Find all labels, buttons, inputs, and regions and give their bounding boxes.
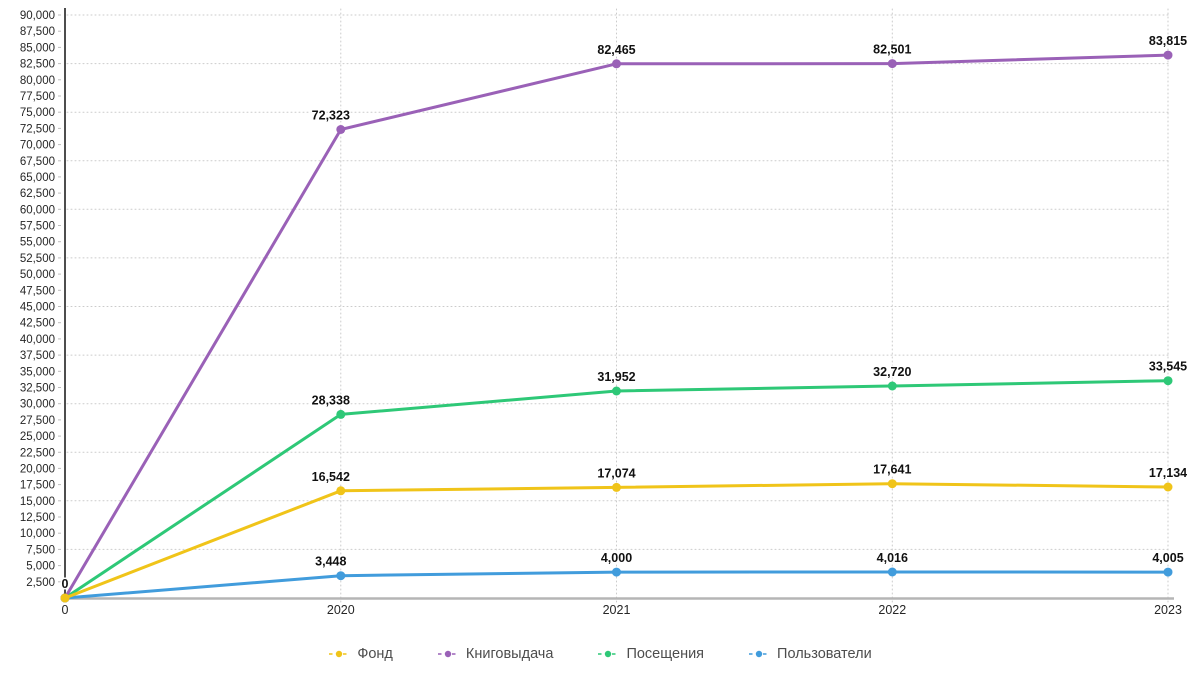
data-point-knigovydacha[interactable]	[887, 59, 897, 69]
y-axis-tick-label: 52,500	[20, 253, 55, 265]
y-axis-tick-label: 17,500	[20, 480, 55, 492]
y-axis-tick-label: 27,500	[20, 415, 55, 427]
legend-label-knigovydacha: Книговыдача	[465, 646, 554, 662]
data-label-knigovydacha: 72,323	[312, 109, 350, 123]
legend-marker-icon	[749, 650, 770, 658]
y-axis-tick-label: 60,000	[20, 204, 55, 216]
y-axis-tick-label: 32,500	[20, 383, 55, 395]
legend-item-poseshcheniya[interactable]: Посещения	[597, 646, 704, 662]
chart-legend: Фонд Книговыдача Посещения Пользователи	[0, 646, 1200, 662]
data-point-poseshcheniya[interactable]	[1163, 376, 1173, 386]
y-axis-tick-label: 2,500	[26, 577, 55, 589]
x-axis-tick-label: 2021	[603, 603, 631, 617]
data-label-knigovydacha: 82,501	[873, 43, 911, 57]
y-axis-tick-label: 72,500	[20, 123, 55, 135]
y-axis-tick-label: 40,000	[20, 334, 55, 346]
y-axis-tick-label: 80,000	[20, 75, 55, 87]
legend-label-poseshcheniya: Посещения	[626, 646, 705, 662]
x-axis-tick-label: 2020	[327, 603, 355, 617]
data-point-poseshcheniya[interactable]	[887, 381, 897, 391]
y-axis-tick-label: 22,500	[20, 447, 55, 459]
y-axis-tick-label: 70,000	[20, 140, 55, 152]
x-axis-tick-label: 2023	[1154, 603, 1182, 617]
y-axis-tick-label: 47,500	[20, 285, 55, 297]
chart-canvas: 2,500 5,000 7,500 10,000 12,500 15,000 17,500 2…	[20, 8, 1189, 617]
legend-marker-icon	[598, 650, 619, 658]
chart-plot-area: 2,500 5,000 7,500 10,000 12,500 15,000 17,500 2…	[20, 8, 1189, 617]
y-axis-tick-label: 25,000	[20, 431, 55, 443]
data-point-fond[interactable]	[887, 479, 897, 489]
data-point-knigovydacha[interactable]	[612, 59, 621, 69]
data-label-polzovateli: 0	[62, 577, 69, 591]
data-label-poseshcheniya: 32,720	[873, 365, 911, 379]
y-axis-tick-label: 82,500	[20, 59, 55, 71]
y-axis-tick-label: 42,500	[20, 318, 55, 330]
y-axis-tick-label: 75,000	[20, 107, 55, 119]
y-axis-tick-label: 5,000	[26, 561, 55, 573]
y-axis-tick-label: 77,500	[20, 91, 55, 103]
data-point-polzovateli[interactable]	[612, 567, 621, 577]
data-point-polzovateli[interactable]	[1163, 567, 1173, 577]
data-point-knigovydacha[interactable]	[336, 125, 346, 134]
y-axis-tick-label: 12,500	[20, 512, 55, 524]
y-axis-tick-label: 45,000	[20, 302, 55, 314]
y-axis-tick-label: 7,500	[26, 544, 55, 556]
data-point-poseshcheniya[interactable]	[336, 409, 346, 419]
data-point-polzovateli[interactable]	[887, 567, 897, 577]
data-label-knigovydacha: 83,815	[1149, 34, 1187, 48]
legend-marker-icon	[437, 650, 458, 658]
y-axis-tick-label: 37,500	[20, 350, 55, 362]
legend-item-knigovydacha[interactable]: Книговыдача	[437, 646, 554, 662]
data-label-polzovateli: 4,016	[877, 551, 908, 565]
legend-item-fond[interactable]: Фонд	[328, 646, 393, 662]
data-label-poseshcheniya: 0	[62, 577, 69, 591]
data-label-fond: 17,641	[873, 463, 911, 477]
y-axis-tick-label: 90,000	[20, 10, 55, 22]
x-axis-tick-label: 0	[62, 603, 69, 617]
data-label-knigovydacha: 0	[62, 577, 69, 591]
y-axis-tick-label: 67,500	[20, 156, 55, 168]
data-label-poseshcheniya: 28,338	[312, 393, 350, 407]
y-axis-tick-label: 50,000	[20, 269, 55, 281]
data-point-fond[interactable]	[612, 482, 621, 492]
data-label-fond: 0	[62, 577, 69, 591]
data-label-knigovydacha: 82,465	[597, 43, 635, 57]
data-label-fond: 17,134	[1149, 466, 1187, 480]
data-label-poseshcheniya: 31,952	[597, 370, 635, 384]
y-axis-tick-label: 62,500	[20, 188, 55, 200]
data-point-poseshcheniya[interactable]	[612, 386, 621, 396]
data-point-fond[interactable]	[336, 486, 346, 496]
y-axis-tick-label: 55,000	[20, 237, 55, 249]
y-axis-tick-label: 65,000	[20, 172, 55, 184]
data-label-polzovateli: 4,000	[601, 551, 632, 565]
data-point-polzovateli[interactable]	[336, 571, 346, 581]
y-axis-tick-label: 35,000	[20, 366, 55, 378]
data-point-fond[interactable]	[1163, 482, 1173, 492]
data-label-fond: 16,542	[312, 470, 350, 484]
data-label-polzovateli: 4,005	[1152, 551, 1183, 565]
data-point-knigovydacha[interactable]	[1163, 50, 1173, 60]
legend-item-polzovateli[interactable]: Пользователи	[748, 646, 872, 662]
y-axis-tick-label: 85,000	[20, 42, 55, 54]
y-axis-tick-label: 57,500	[20, 221, 55, 233]
y-axis-tick-label: 10,000	[20, 528, 55, 540]
y-axis-tick-label: 20,000	[20, 463, 55, 475]
y-axis-tick-label: 30,000	[20, 399, 55, 411]
x-axis-tick-label: 2022	[878, 603, 906, 617]
legend-label-polzovateli: Пользователи	[777, 646, 872, 662]
data-point-fond[interactable]	[60, 593, 70, 603]
legend-marker-icon	[329, 650, 350, 658]
data-label-fond: 17,074	[597, 466, 635, 480]
legend-label-fond: Фонд	[357, 646, 393, 662]
y-axis-tick-label: 15,000	[20, 496, 55, 508]
data-label-poseshcheniya: 33,545	[1149, 360, 1187, 374]
data-label-polzovateli: 3,448	[315, 555, 346, 569]
y-axis-tick-label: 87,500	[20, 26, 55, 38]
